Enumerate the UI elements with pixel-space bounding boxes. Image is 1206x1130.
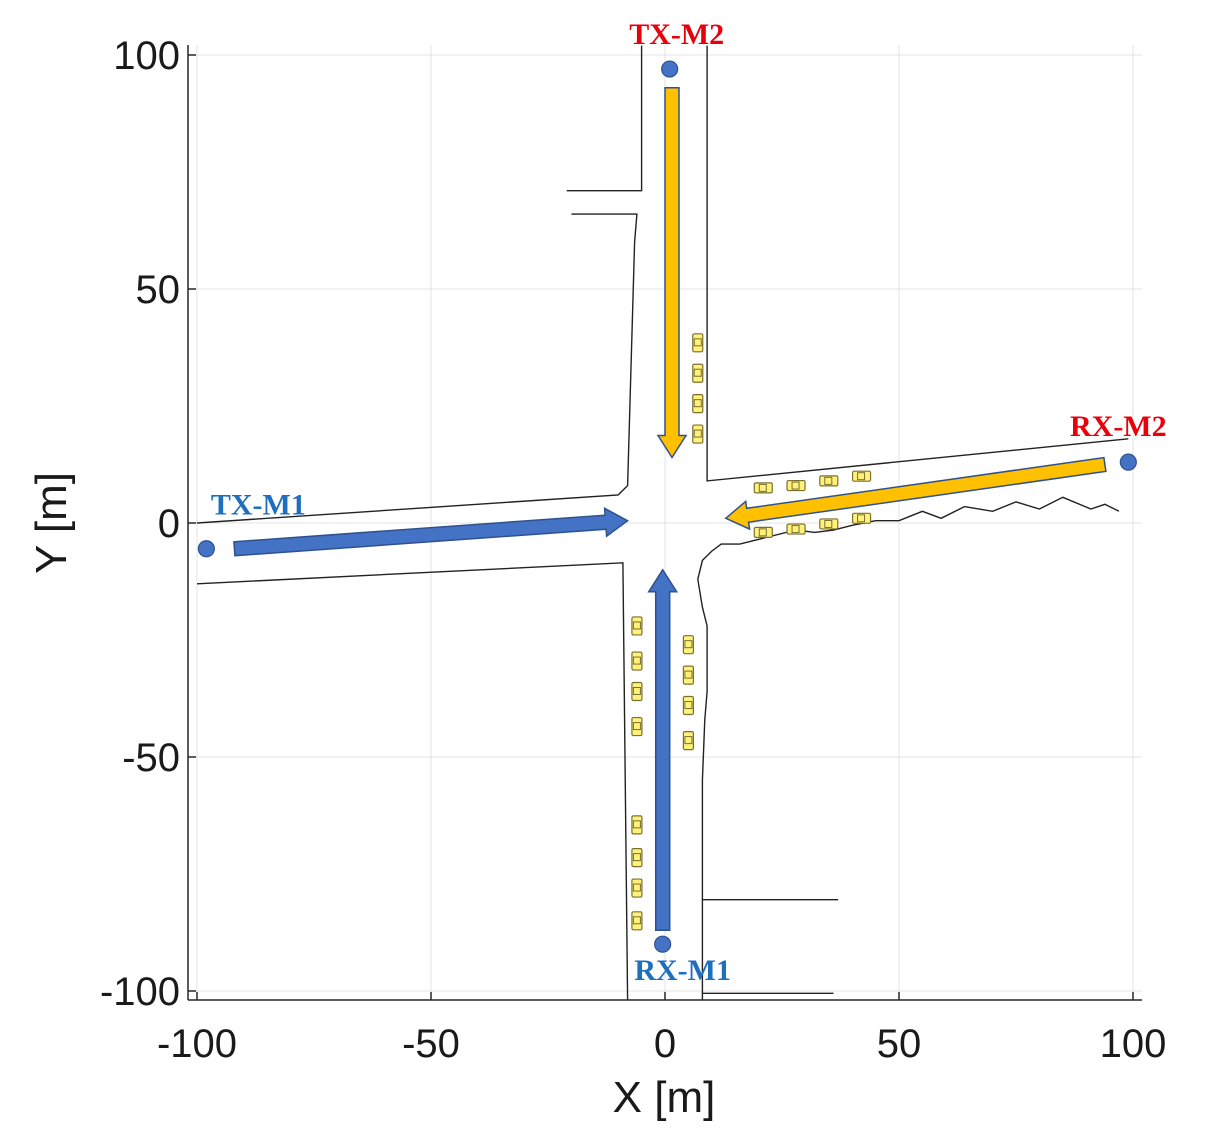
parked-car [631, 848, 643, 868]
parked-car [851, 512, 872, 524]
trajectory-arrow-M2-horizontal [724, 456, 1107, 531]
x-axis-label: X [m] [613, 1073, 716, 1122]
trajectory-arrow-M2-vertical [656, 87, 688, 459]
parked-car [819, 475, 839, 487]
road-edge [566, 45, 643, 192]
parked-car [682, 635, 695, 655]
car-window [632, 916, 641, 925]
car-window [632, 686, 641, 695]
car-window [684, 701, 693, 710]
car-window [824, 519, 833, 528]
parked-car [631, 911, 643, 931]
car-window [684, 736, 693, 745]
parked-car [682, 665, 695, 685]
parked-car [819, 518, 839, 530]
car-window [632, 621, 641, 630]
node-label-rx-m1: RX-M1 [634, 954, 731, 987]
node-label-rx-m2: RX-M2 [1070, 410, 1167, 443]
parked-car [692, 363, 704, 383]
car-window [857, 514, 866, 523]
car-window [632, 853, 641, 862]
parked-car [786, 479, 806, 492]
y-axis-label: Y [m] [27, 472, 76, 574]
parked-car [692, 333, 704, 353]
node-marker-tx-m1 [197, 540, 215, 558]
car-window [758, 528, 767, 537]
parked-car [631, 716, 643, 737]
trajectory-arrow-M1-horizontal [233, 506, 629, 557]
parked-car [682, 731, 695, 751]
car-window [632, 883, 641, 892]
car-window [693, 368, 702, 377]
parked-car [631, 681, 643, 702]
parked-car [631, 815, 643, 835]
parked-car [753, 482, 773, 494]
parked-car [692, 394, 704, 414]
y-tick-label: 0 [158, 502, 180, 546]
y-tick-label: 100 [113, 34, 180, 78]
parked-car [753, 526, 773, 538]
trajectory-arrows [233, 87, 1107, 931]
parked-car [631, 651, 643, 671]
car-window [758, 483, 767, 492]
car-window [857, 472, 866, 481]
node-marker-rx-m2 [1119, 453, 1137, 471]
node-label-tx-m1: TX-M1 [211, 489, 306, 522]
x-tick-label: 0 [654, 1022, 676, 1066]
trajectory-arrow-M1-vertical [647, 568, 679, 931]
car-window [693, 429, 702, 438]
car-window [824, 476, 833, 485]
road-edge [706, 45, 1129, 482]
car-window [684, 640, 693, 649]
y-tick-label: 50 [136, 268, 181, 312]
parked-car [631, 878, 643, 898]
node-markers: TX-M1 TX-M2 RX-M1 RX-M2 [197, 18, 1167, 987]
parked-car [851, 470, 872, 482]
x-tick-label: -100 [157, 1022, 237, 1066]
node-label-tx-m2: TX-M2 [629, 18, 724, 51]
node-marker-tx-m2 [661, 60, 679, 78]
axes: -100 -50 0 50 100 -100 -50 0 50 100 [100, 34, 1166, 1066]
x-tick-label: 100 [1100, 1022, 1167, 1066]
road-outlines [196, 45, 1129, 1001]
y-tick-label: -50 [122, 736, 180, 780]
parked-car [631, 616, 643, 636]
road-edge [196, 562, 629, 1001]
parked-cars [631, 333, 872, 931]
road-edge [196, 213, 638, 524]
car-window [632, 722, 641, 731]
node-marker-rx-m1 [654, 935, 672, 953]
car-window [791, 481, 800, 490]
car-window [791, 525, 800, 534]
x-tick-label: -50 [402, 1022, 460, 1066]
x-tick-label: 50 [877, 1022, 922, 1066]
car-window [632, 820, 641, 829]
car-window [632, 656, 641, 665]
parked-car [786, 523, 806, 535]
parked-car [682, 695, 695, 716]
road-edge [697, 496, 1120, 900]
car-window [684, 670, 693, 679]
car-window [693, 338, 702, 347]
y-tick-label: -100 [100, 970, 180, 1014]
parked-car [692, 424, 704, 444]
car-window [693, 399, 702, 408]
